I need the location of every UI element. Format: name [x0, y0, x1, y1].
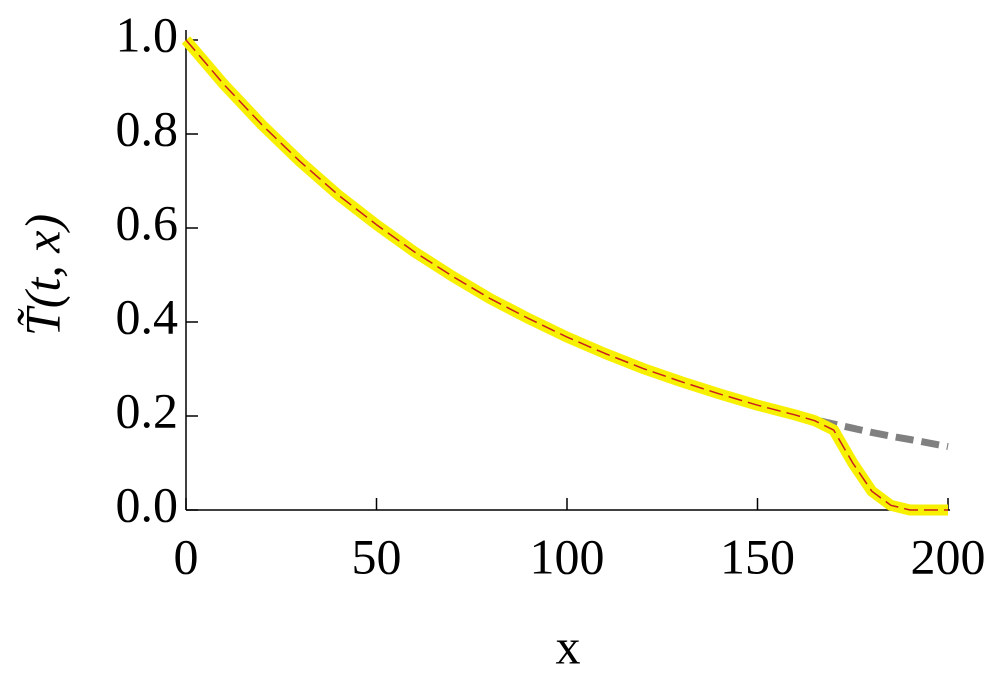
y-tick-label: 1.0 — [116, 6, 179, 62]
series-line — [185, 39, 948, 511]
y-tick-label: 0.2 — [116, 382, 179, 438]
y-tick-label: 0.4 — [116, 288, 179, 344]
y-tick-label: 0.6 — [116, 194, 179, 250]
x-tick-label: 200 — [911, 528, 986, 584]
series-line — [183, 37, 949, 450]
y-tick-label: 0.0 — [116, 476, 179, 532]
x-tick-label: 50 — [352, 528, 402, 584]
y-axis-label: T̃(t, x) — [14, 214, 70, 336]
x-tick-label: 0 — [174, 528, 199, 584]
x-tick-label: 100 — [530, 528, 605, 584]
x-axis-label: x — [556, 618, 581, 674]
y-tick-label: 0.8 — [116, 100, 179, 156]
x-tick-label: 150 — [720, 528, 795, 584]
series-line — [181, 36, 948, 516]
